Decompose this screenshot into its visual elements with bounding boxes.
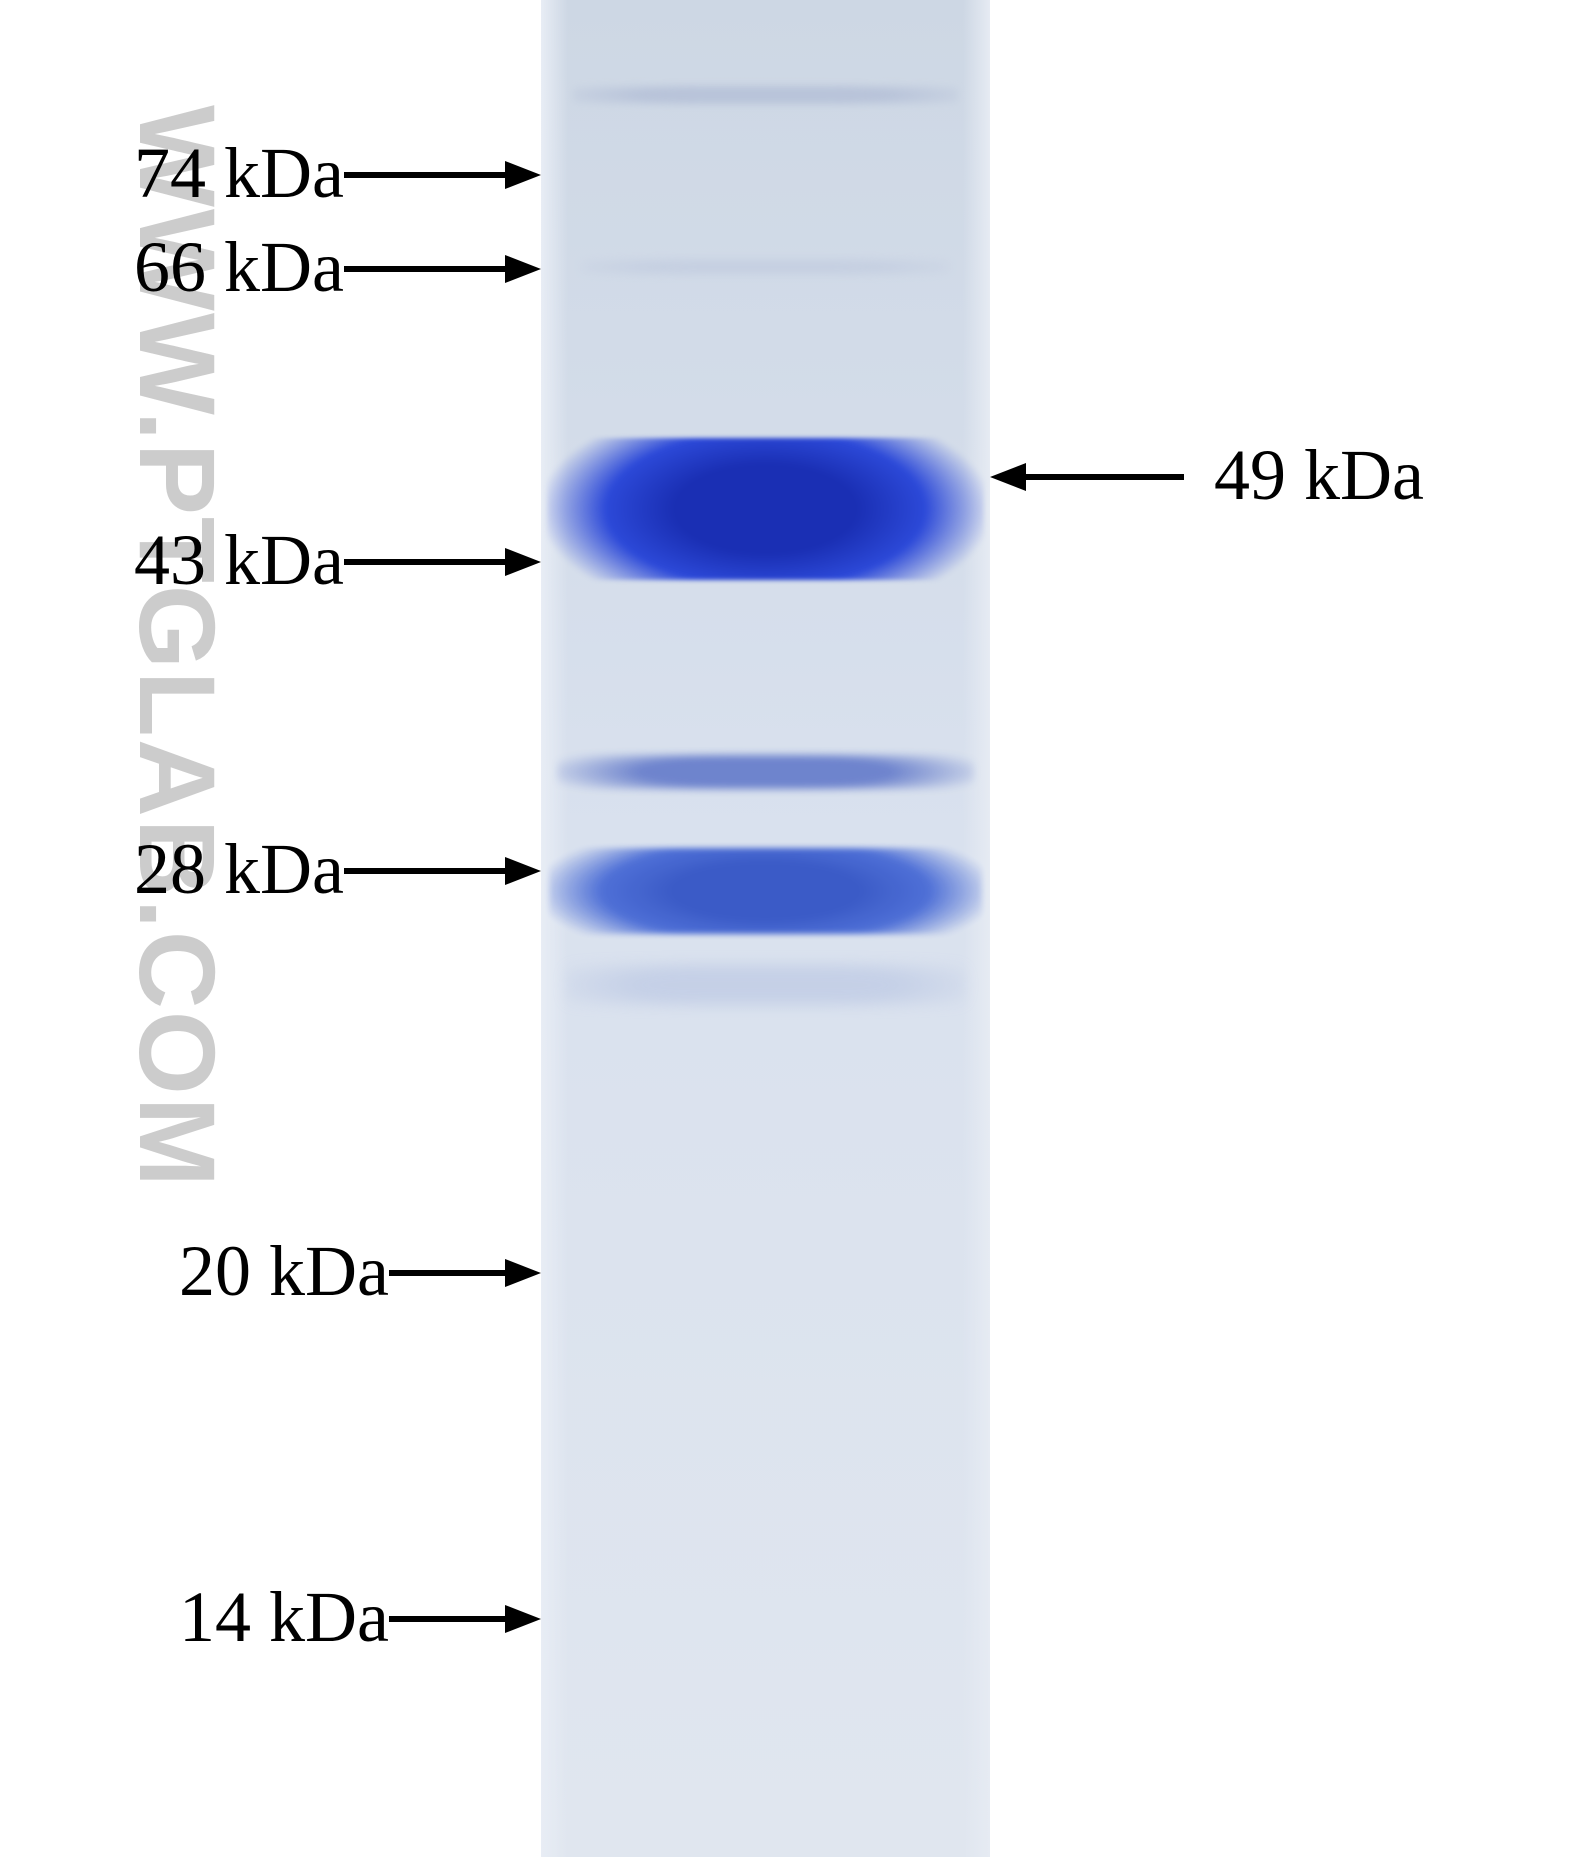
band-main-49 (547, 438, 984, 580)
band-28 (549, 848, 982, 934)
marker-arrow-left-0 (342, 157, 543, 193)
band-thin-mid (557, 755, 974, 789)
gel-lane (541, 0, 990, 1857)
band-faint-66 (581, 260, 950, 274)
marker-arrow-left-1 (342, 251, 543, 287)
marker-label-left-2: 43 kDa (0, 517, 344, 603)
band-faint-top (573, 86, 958, 104)
marker-label-left-1: 66 kDa (0, 224, 344, 310)
marker-arrow-left-3 (342, 853, 543, 889)
marker-label-right: 49 kDa (1214, 432, 1424, 518)
marker-arrow-left-5 (387, 1601, 543, 1637)
marker-label-left-5: 14 kDa (0, 1574, 389, 1660)
marker-arrow-right (988, 459, 1186, 495)
marker-label-left-0: 74 kDa (0, 130, 344, 216)
marker-arrow-left-2 (342, 544, 543, 580)
marker-label-left-3: 28 kDa (0, 826, 344, 912)
marker-label-left-4: 20 kDa (0, 1228, 389, 1314)
band-faint-below-28 (565, 965, 966, 1005)
marker-arrow-left-4 (387, 1255, 543, 1291)
